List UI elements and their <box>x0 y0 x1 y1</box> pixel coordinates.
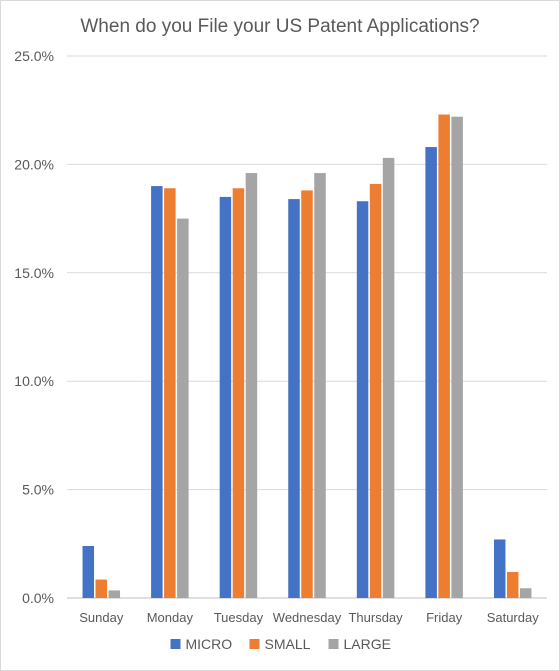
x-category-label: Wednesday <box>273 610 342 625</box>
bar-small-saturday <box>507 572 519 598</box>
legend: MICRO SMALL LARGE <box>171 636 391 652</box>
x-category-label: Saturday <box>487 610 540 625</box>
bar-small-thursday <box>370 184 382 598</box>
bar-micro-sunday <box>83 546 95 598</box>
y-tick-label: 0.0% <box>22 590 54 606</box>
x-category-label: Sunday <box>79 610 124 625</box>
x-category-label: Monday <box>147 610 194 625</box>
bar-small-wednesday <box>301 190 313 598</box>
bar-micro-thursday <box>357 201 369 598</box>
legend-label-small: SMALL <box>265 636 311 652</box>
legend-label-micro: MICRO <box>186 636 233 652</box>
bar-micro-saturday <box>494 539 506 598</box>
y-tick-label: 10.0% <box>14 373 54 389</box>
y-tick-label: 15.0% <box>14 265 54 281</box>
bar-small-sunday <box>96 580 108 598</box>
legend-label-large: LARGE <box>344 636 391 652</box>
y-axis-ticks: 0.0% 5.0% 10.0% 15.0% 20.0% 25.0% <box>14 48 54 606</box>
bar-large-monday <box>177 219 189 598</box>
bar-large-tuesday <box>246 173 258 598</box>
bar-small-monday <box>164 188 176 598</box>
bars <box>83 115 532 598</box>
x-category-label: Thursday <box>348 610 403 625</box>
bar-micro-tuesday <box>220 197 232 598</box>
x-axis-categories: Sunday Monday Tuesday Wednesday Thursday Frid… <box>79 610 539 625</box>
bar-small-friday <box>438 115 450 598</box>
x-category-label: Friday <box>426 610 463 625</box>
bar-large-friday <box>451 117 463 598</box>
bar-micro-friday <box>425 147 437 598</box>
x-category-label: Tuesday <box>214 610 264 625</box>
y-tick-label: 5.0% <box>22 482 54 498</box>
bar-small-tuesday <box>233 188 245 598</box>
bar-large-sunday <box>109 590 121 598</box>
bar-micro-monday <box>151 186 163 598</box>
chart-title: When do you File your US Patent Applicat… <box>80 16 479 37</box>
bar-micro-wednesday <box>288 199 300 598</box>
bar-large-wednesday <box>314 173 326 598</box>
legend-swatch-micro <box>171 639 181 649</box>
y-tick-label: 25.0% <box>14 48 54 64</box>
legend-swatch-small <box>250 639 260 649</box>
y-tick-label: 20.0% <box>14 156 54 172</box>
legend-swatch-large <box>329 639 339 649</box>
bar-large-saturday <box>520 588 532 598</box>
bar-large-thursday <box>383 158 395 598</box>
